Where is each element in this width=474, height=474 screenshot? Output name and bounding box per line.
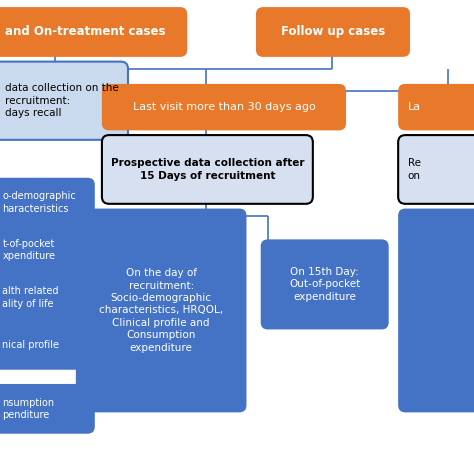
Text: Follow up cases: Follow up cases: [281, 26, 385, 38]
Text: data collection on the
recruitment:
days recall: data collection on the recruitment: days…: [5, 83, 118, 118]
Text: and On-treatment cases: and On-treatment cases: [5, 26, 165, 38]
FancyBboxPatch shape: [0, 273, 95, 322]
Text: nical profile: nical profile: [2, 340, 59, 350]
FancyBboxPatch shape: [0, 320, 95, 370]
FancyBboxPatch shape: [256, 7, 410, 57]
Text: La: La: [408, 102, 421, 112]
Text: o-demographic
haracteristics: o-demographic haracteristics: [2, 191, 76, 214]
FancyBboxPatch shape: [0, 225, 95, 275]
Text: alth related
ality of life: alth related ality of life: [2, 286, 59, 309]
FancyBboxPatch shape: [0, 178, 95, 228]
FancyBboxPatch shape: [398, 135, 474, 204]
Text: nsumption
penditure: nsumption penditure: [2, 398, 55, 420]
FancyBboxPatch shape: [0, 384, 95, 434]
FancyBboxPatch shape: [102, 84, 346, 130]
Text: Last visit more than 30 days ago: Last visit more than 30 days ago: [133, 102, 315, 112]
Text: Re
on: Re on: [408, 158, 420, 181]
FancyBboxPatch shape: [102, 135, 313, 204]
FancyBboxPatch shape: [0, 7, 187, 57]
Text: On 15th Day:
Out-of-pocket
expenditure: On 15th Day: Out-of-pocket expenditure: [289, 267, 360, 302]
Text: On the day of
recruitment:
Socio-demographic
characteristics, HRQOL,
Clinical pr: On the day of recruitment: Socio-demogra…: [99, 268, 223, 353]
Text: t-of-pocket
xpenditure: t-of-pocket xpenditure: [2, 239, 55, 261]
FancyBboxPatch shape: [398, 84, 474, 130]
FancyBboxPatch shape: [76, 209, 246, 412]
FancyBboxPatch shape: [398, 209, 474, 412]
FancyBboxPatch shape: [0, 62, 128, 140]
FancyBboxPatch shape: [261, 239, 389, 329]
Text: Prospective data collection after
15 Days of recruitment: Prospective data collection after 15 Day…: [110, 158, 304, 181]
